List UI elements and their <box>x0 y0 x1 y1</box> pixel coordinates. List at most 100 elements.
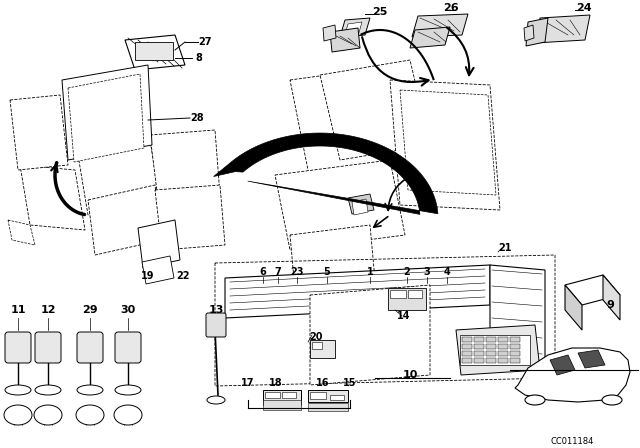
Bar <box>330 395 344 400</box>
Polygon shape <box>603 275 620 320</box>
Bar <box>474 344 484 349</box>
Text: 10: 10 <box>403 370 418 380</box>
Polygon shape <box>390 80 500 210</box>
Text: 27: 27 <box>198 37 212 47</box>
Text: 22: 22 <box>176 271 189 281</box>
Text: 26: 26 <box>443 3 459 13</box>
Bar <box>308 403 348 411</box>
FancyBboxPatch shape <box>115 332 141 363</box>
Polygon shape <box>565 285 582 330</box>
Ellipse shape <box>602 395 622 405</box>
Polygon shape <box>150 130 220 200</box>
Bar <box>310 392 326 399</box>
Polygon shape <box>290 65 420 180</box>
Bar <box>390 290 406 298</box>
Bar <box>265 392 280 398</box>
Bar <box>486 337 496 342</box>
Ellipse shape <box>35 385 61 395</box>
Text: 7: 7 <box>275 267 282 277</box>
Text: 6: 6 <box>260 267 266 277</box>
Ellipse shape <box>34 405 62 425</box>
Polygon shape <box>88 185 162 255</box>
FancyBboxPatch shape <box>5 332 31 363</box>
Polygon shape <box>330 28 360 52</box>
Polygon shape <box>515 348 630 402</box>
Polygon shape <box>290 225 375 290</box>
Ellipse shape <box>77 385 103 395</box>
Polygon shape <box>535 15 590 43</box>
Text: 1: 1 <box>367 267 373 277</box>
Text: 3: 3 <box>424 267 430 277</box>
Text: 4: 4 <box>444 267 451 277</box>
Text: 9: 9 <box>606 300 614 310</box>
Polygon shape <box>412 14 468 37</box>
Text: 18: 18 <box>269 378 283 388</box>
Bar <box>486 358 496 363</box>
Bar <box>474 337 484 342</box>
Bar <box>462 337 472 342</box>
Bar <box>498 358 508 363</box>
Ellipse shape <box>207 396 225 404</box>
Bar <box>135 42 173 60</box>
Polygon shape <box>550 355 575 375</box>
Polygon shape <box>400 90 496 195</box>
Ellipse shape <box>115 385 141 395</box>
Polygon shape <box>142 256 174 284</box>
Bar <box>474 358 484 363</box>
Text: 29: 29 <box>82 305 98 315</box>
Polygon shape <box>78 140 160 215</box>
Text: 2: 2 <box>404 267 410 277</box>
Polygon shape <box>62 65 152 160</box>
Bar <box>486 344 496 349</box>
Ellipse shape <box>114 405 142 425</box>
Bar <box>460 335 530 365</box>
Ellipse shape <box>525 395 545 405</box>
Text: 13: 13 <box>208 305 224 315</box>
Polygon shape <box>565 275 620 305</box>
Bar <box>462 344 472 349</box>
Polygon shape <box>225 265 490 318</box>
Polygon shape <box>344 22 362 38</box>
Bar <box>498 337 508 342</box>
Polygon shape <box>214 133 438 215</box>
FancyBboxPatch shape <box>35 332 61 363</box>
Text: 30: 30 <box>120 305 136 315</box>
Polygon shape <box>20 165 85 230</box>
Bar <box>263 390 301 405</box>
Text: 16: 16 <box>316 378 330 388</box>
Ellipse shape <box>76 405 104 425</box>
Text: 25: 25 <box>372 7 388 17</box>
Bar <box>462 358 472 363</box>
Polygon shape <box>524 25 534 41</box>
Text: 11: 11 <box>10 305 26 315</box>
Polygon shape <box>410 27 450 48</box>
Polygon shape <box>352 199 368 215</box>
Bar <box>486 351 496 356</box>
Bar <box>462 351 472 356</box>
Polygon shape <box>275 160 405 250</box>
Text: 23: 23 <box>291 267 304 277</box>
Polygon shape <box>68 74 144 162</box>
Bar <box>312 342 322 349</box>
Text: 8: 8 <box>196 53 202 63</box>
Polygon shape <box>320 60 430 160</box>
Text: 19: 19 <box>141 271 155 281</box>
Bar <box>510 358 520 363</box>
Polygon shape <box>348 194 374 214</box>
Polygon shape <box>155 185 225 250</box>
Text: 5: 5 <box>324 267 330 277</box>
Bar <box>474 351 484 356</box>
Bar <box>510 351 520 356</box>
Polygon shape <box>138 220 180 268</box>
Ellipse shape <box>4 405 32 425</box>
Bar <box>308 390 348 402</box>
Polygon shape <box>490 265 545 370</box>
Polygon shape <box>340 18 370 37</box>
Polygon shape <box>578 350 605 368</box>
Ellipse shape <box>5 385 31 395</box>
Text: 21: 21 <box>499 243 512 253</box>
Bar <box>498 351 508 356</box>
Bar <box>263 400 301 410</box>
Text: 20: 20 <box>309 332 323 342</box>
Text: 15: 15 <box>343 378 356 388</box>
